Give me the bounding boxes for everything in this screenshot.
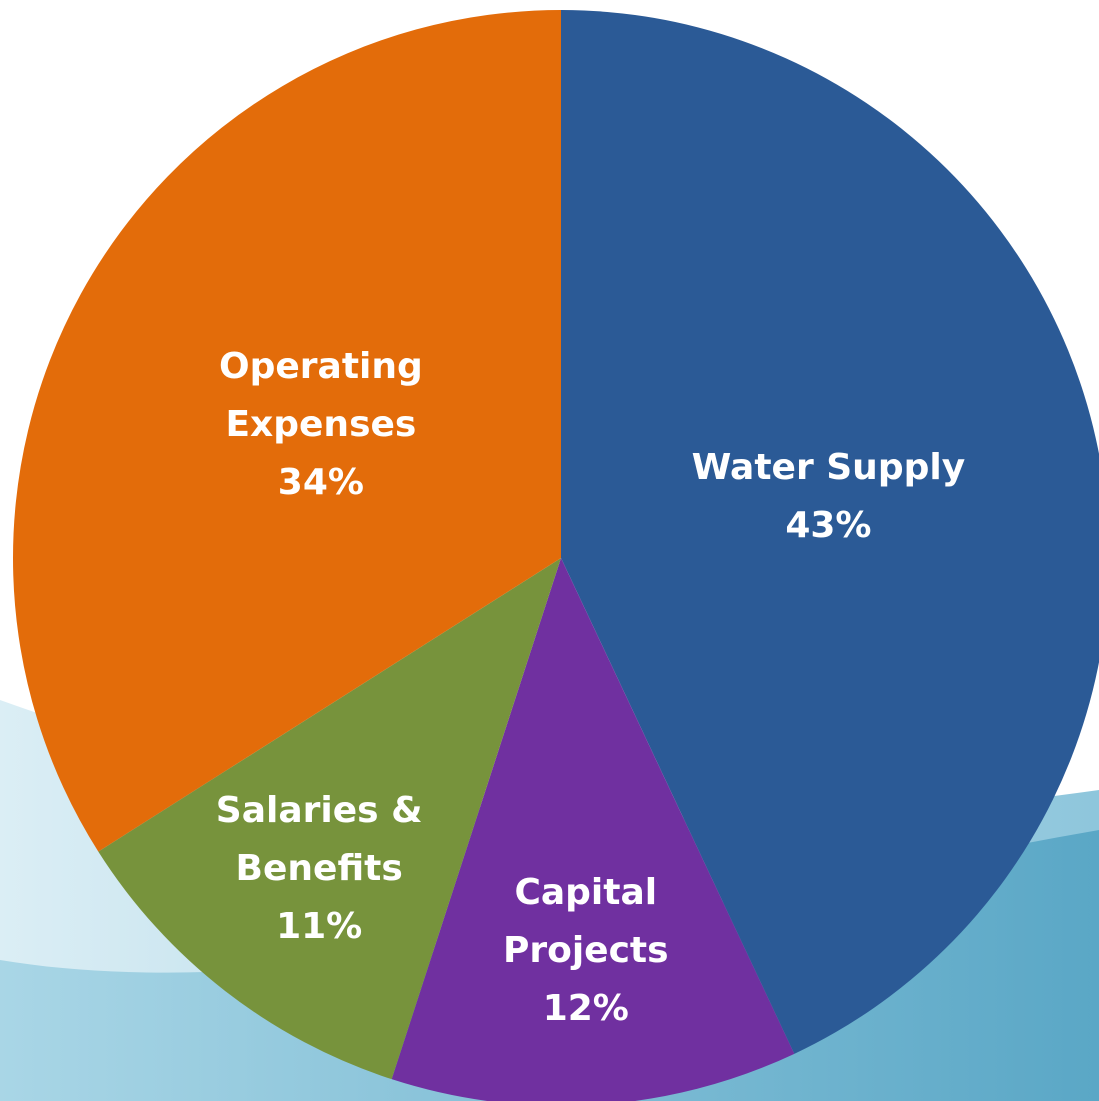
pie-slice — [391, 558, 795, 1101]
pie-slice — [98, 558, 562, 1080]
slice-category-label: Salaries & Benefits — [216, 790, 423, 889]
slice-value-label: 34% — [278, 462, 364, 503]
pie-slice — [561, 10, 1099, 1054]
slice-category-label: Water Supply — [692, 447, 966, 488]
slice-value-label: 43% — [785, 505, 871, 546]
pie — [13, 10, 1099, 1101]
slice-value-label: 12% — [543, 988, 629, 1029]
slice-value-label: 11% — [276, 906, 362, 947]
slice-labels: Water Supply 43% Capital Projects 12% Salarie… — [216, 346, 965, 1029]
slice-category-label: Operating Expenses — [219, 346, 423, 445]
pie-slice — [13, 10, 562, 852]
slice-category-label: Capital Projects — [503, 872, 669, 971]
